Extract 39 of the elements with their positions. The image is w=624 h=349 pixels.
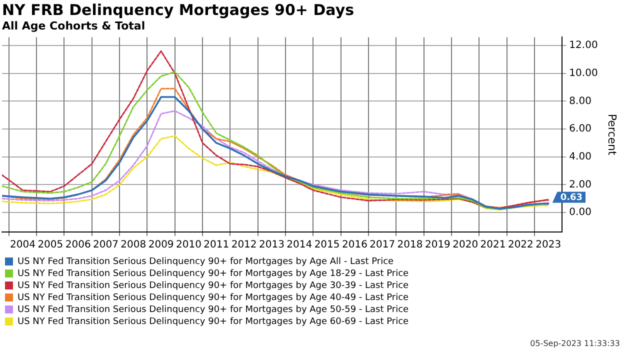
x-tick-label: 2014 (286, 240, 312, 251)
x-tick-label: 2006 (65, 240, 91, 251)
legend-label: US NY Fed Transition Serious Delinquency 90+ for Mortgages by Age 50-59 - Last Price (18, 304, 410, 315)
y-axis-title: Percent (606, 114, 619, 156)
x-tick-label: 2012 (231, 240, 257, 251)
x-tick-label: 2005 (38, 240, 64, 251)
x-tick-label: 2011 (204, 240, 230, 251)
x-tick-label: 2015 (314, 240, 340, 251)
y-tick-label: 0.00 (569, 207, 592, 218)
legend-label: US NY Fed Transition Serious Delinquency 90+ for Mortgages by Age All - Last Price (18, 256, 394, 267)
y-tick-label: 6.00 (569, 124, 592, 135)
x-tick-label: 2004 (10, 240, 36, 251)
data-label: 0.63 (560, 193, 583, 204)
y-tick-label: 2.00 (569, 179, 592, 190)
y-tick-label: 4.00 (569, 151, 592, 162)
line-series (2, 135, 550, 210)
x-tick-label: 2007 (93, 240, 118, 251)
text: 05-Sep-2023 11:33:33 (530, 339, 620, 348)
legend-label: US NY Fed Transition Serious Delinquency 90+ for Mortgages by Age 40-49 - Last Price (18, 292, 410, 303)
chart-subtitle: All Age Cohorts & Total (2, 19, 146, 32)
y-tick-label: 10.00 (569, 68, 598, 79)
legend-label: US NY Fed Transition Serious Delinquency 90+ for Mortgages by Age 60-69 - Last Price (18, 316, 410, 327)
x-tick-label: 2018 (397, 240, 423, 251)
y-tick-label: 12.00 (569, 40, 598, 52)
legend-label: US NY Fed Transition Serious Delinquency 90+ for Mortgages by Age 30-39 - Last Price (18, 280, 410, 291)
x-tick-label: 2017 (370, 240, 396, 251)
x-tick-label: 2016 (342, 240, 368, 251)
x-tick-label: 2023 (536, 240, 562, 251)
legend-label: US NY Fed Transition Serious Delinquency 90+ for Mortgages by Age 18-29 - Last Price (18, 268, 410, 279)
x-tick-label: 2022 (508, 240, 534, 251)
x-tick-label: 2013 (258, 240, 284, 251)
x-tick-label: 2010 (176, 240, 202, 251)
y-tick-label: 8.00 (569, 96, 592, 107)
x-tick-label: 2019 (424, 240, 450, 251)
x-tick-label: 2020 (452, 240, 478, 251)
chart-title: NY FRB Delinquency Mortgages 90+ Days (2, 0, 354, 19)
x-tick-label: 2021 (480, 240, 506, 251)
x-tick-label: 2008 (120, 240, 146, 251)
x-tick-label: 2009 (148, 240, 174, 251)
